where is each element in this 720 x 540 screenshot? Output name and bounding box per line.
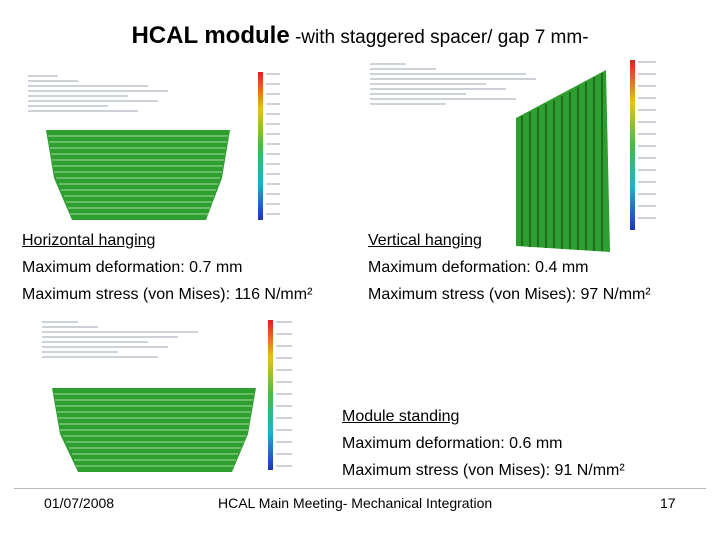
panel-standing: Module standing Maximum deformation: 0.6…	[342, 403, 625, 484]
sim-image-standing	[18, 316, 296, 476]
horizontal-heading: Horizontal hanging	[22, 232, 156, 249]
vertical-deformation: Maximum deformation: 0.4 mm	[368, 259, 589, 276]
footer-meeting: HCAL Main Meeting- Mechanical Integratio…	[218, 495, 493, 511]
footer-page-number: 17	[660, 495, 676, 511]
sim-annotation-text-lines	[28, 75, 168, 112]
vertical-stress: Maximum stress (von Mises): 97 N/mm²	[368, 286, 651, 303]
sim-mesh-horizontal	[46, 130, 230, 220]
sim-colorbar	[268, 320, 273, 470]
horizontal-stress: Maximum stress (von Mises): 116 N/mm²	[22, 286, 313, 303]
panel-horizontal: Horizontal hanging Maximum deformation: …	[22, 227, 312, 308]
sim-image-horizontal	[18, 70, 290, 230]
vertical-heading: Vertical hanging	[368, 232, 482, 249]
slide-title: HCAL module -with staggered spacer/ gap …	[0, 22, 720, 50]
footer-date: 01/07/2008	[44, 495, 115, 511]
standing-stress: Maximum stress (von Mises): 91 N/mm²	[342, 462, 625, 479]
sim-colorbar	[258, 72, 263, 220]
standing-deformation: Maximum deformation: 0.6 mm	[342, 435, 563, 452]
slide-title-subtitle: -with staggered spacer/ gap 7 mm-	[289, 27, 589, 48]
sim-image-vertical	[366, 58, 666, 258]
sim-colorbar	[630, 60, 635, 230]
panel-vertical: Vertical hanging Maximum deformation: 0.…	[368, 227, 651, 308]
slide-title-main: HCAL module	[131, 22, 290, 49]
horizontal-deformation: Maximum deformation: 0.7 mm	[22, 259, 243, 276]
standing-heading: Module standing	[342, 408, 460, 425]
footer-divider	[14, 488, 706, 489]
